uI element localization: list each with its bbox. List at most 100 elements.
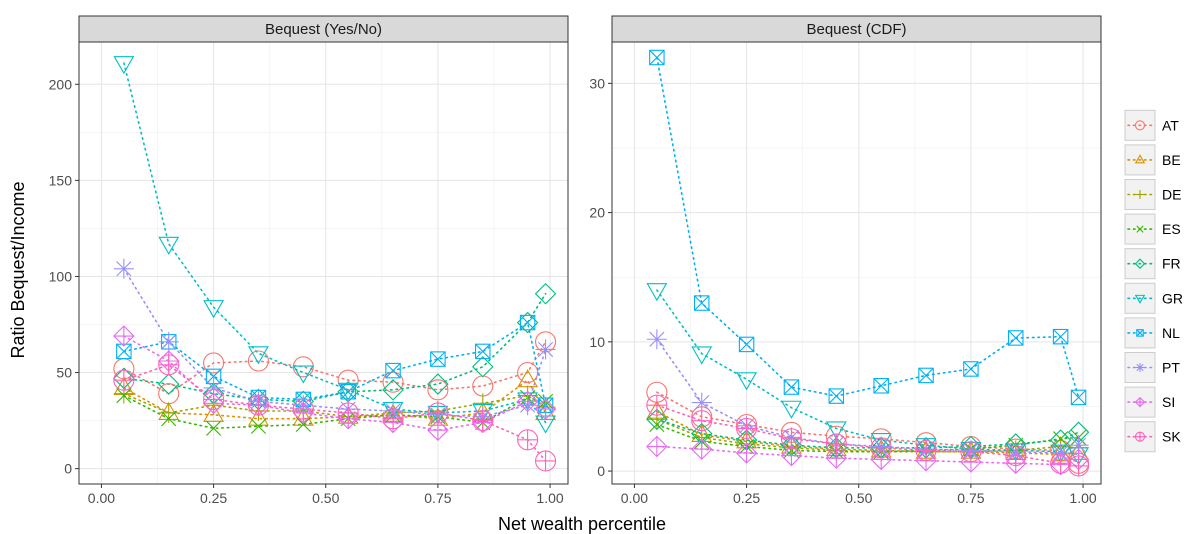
data-point-nl [918,367,934,384]
legend-key-symbol [1134,120,1146,131]
legend-item-sk: SK [1124,421,1181,453]
y-tick-label: 0 [597,463,605,479]
legend-label: FR [1162,256,1181,272]
data-point-si [113,325,135,347]
legend-key-symbol [1134,294,1146,304]
legend-label: SI [1162,394,1175,410]
y-tick-label: 150 [49,172,73,188]
facet-title: Bequest (CDF) [806,21,906,38]
data-point-sk [337,402,359,424]
legend-item-es: ES [1124,213,1181,245]
series-line-sk [123,364,547,462]
data-point-de [158,402,179,423]
legend-item-fr: FR [1124,248,1181,280]
data-point-nl [828,388,845,404]
data-point-at [382,371,404,393]
series-line-sk [656,404,1080,467]
data-point-sk [736,417,758,439]
data-point-es [295,416,311,433]
data-point-gr [203,300,225,319]
data-point-nl [783,379,800,395]
legend-key-symbol [1134,154,1146,164]
data-point-si [427,419,449,441]
data-point-nl [693,295,710,311]
data-point-fr [427,373,449,395]
legend-label: ES [1162,221,1181,237]
data-point-sk [382,408,404,430]
data-point-sk [870,437,892,459]
data-point-be [203,403,225,422]
data-point-sk [915,439,937,461]
data-point-sk [203,388,225,410]
gridlines [612,42,1101,484]
data-point-es [116,388,132,404]
data-point-at [203,352,225,374]
legend-label: NL [1162,325,1180,341]
data-point-sk [158,354,180,376]
data-point-fr [646,408,668,431]
data-point-es [205,420,222,436]
data-point-fr [471,355,494,378]
data-point-sk [780,428,802,450]
data-point-nl [1008,330,1024,346]
y-tick-label: 30 [589,75,605,91]
data-point-nl [430,351,446,367]
series-points-sk [646,394,1090,477]
facet-strip [611,15,1102,43]
legend-key-symbol [1136,329,1144,337]
y-tick-label: 0 [64,461,72,477]
data-point-fr [382,379,404,401]
data-point-si [646,435,668,458]
data-point-sk [517,429,539,451]
data-point-es [1053,431,1069,447]
data-point-sk [427,402,449,424]
x-tick-label: 0.00 [621,490,648,506]
x-tick-label: 0.25 [200,490,227,506]
legend-label: BE [1162,152,1181,168]
data-point-nl [1052,328,1069,345]
data-point-gr [158,236,180,255]
data-point-sk [1050,452,1072,474]
legend-item-nl: NL [1124,317,1180,349]
legend-label: DE [1162,187,1181,203]
data-point-sk [691,410,713,432]
data-point-gr [646,283,668,302]
legend-item-be: BE [1124,144,1181,176]
legend-item-de: DE [1124,179,1181,210]
data-point-es [649,416,665,433]
data-point-sk [825,433,847,455]
data-point-fr [534,282,557,305]
data-point-pt [646,329,667,350]
data-point-sk [646,394,668,416]
data-point-at [517,361,539,384]
data-point-gr [292,365,314,384]
data-point-nl [475,343,491,360]
data-point-gr [915,438,937,457]
legend-item-pt: PT [1124,352,1180,383]
data-point-gr [113,56,135,75]
legend: AT BE DE ES FR GR NL PT SI SK [1122,103,1184,455]
series-line-gr [656,289,1080,456]
x-tick-label: 0.50 [845,490,872,506]
legend-item-at: AT [1124,109,1179,141]
data-point-es [161,411,177,427]
data-point-sk [292,398,314,420]
series-points-at [113,331,557,405]
series-line-de [656,418,1080,453]
data-point-nl [385,362,401,379]
data-point-at [427,379,449,401]
data-point-nl [340,384,356,400]
legend-item-si: SI [1124,386,1175,418]
x-tick-label: 1.00 [1069,490,1096,506]
x-tick-label: 0.25 [733,490,760,506]
x-tick-label: 1.00 [536,490,563,506]
series-points-sk [113,354,557,472]
y-tick-label: 10 [589,334,605,350]
legend-key-symbol [1134,396,1146,408]
data-point-gr [247,346,269,365]
data-point-fr [157,373,180,395]
data-point-sk [247,394,269,416]
panel-background [612,42,1101,484]
data-point-es [250,418,267,434]
data-point-sk [960,441,982,463]
